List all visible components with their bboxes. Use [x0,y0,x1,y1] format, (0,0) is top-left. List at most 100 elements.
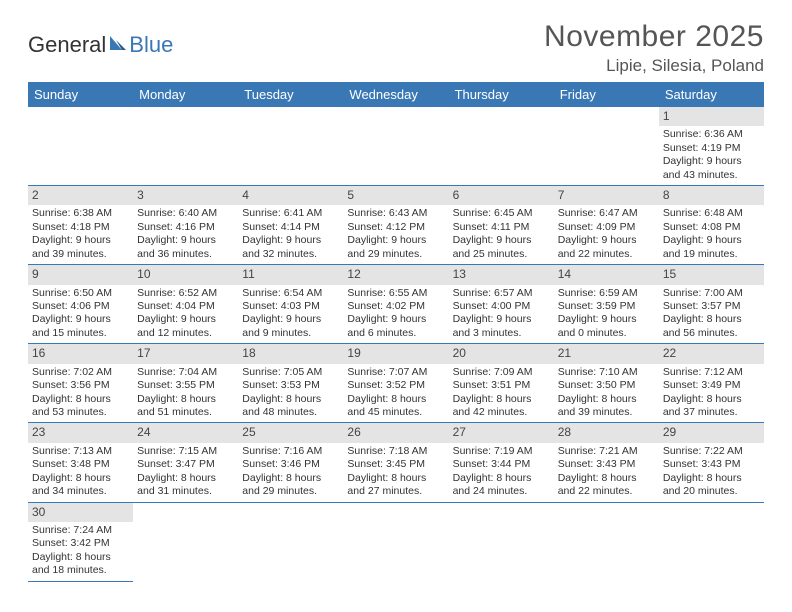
day-body: Sunrise: 6:52 AMSunset: 4:04 PMDaylight:… [133,286,238,344]
day-body: Sunrise: 7:05 AMSunset: 3:53 PMDaylight:… [238,365,343,423]
day-body: Sunrise: 7:04 AMSunset: 3:55 PMDaylight:… [133,365,238,423]
daylight-text: and 18 minutes. [32,564,129,577]
day-body: Sunrise: 6:38 AMSunset: 4:18 PMDaylight:… [28,206,133,264]
calendar-cell: 24Sunrise: 7:15 AMSunset: 3:47 PMDayligh… [133,423,238,502]
calendar-cell: 6Sunrise: 6:45 AMSunset: 4:11 PMDaylight… [449,186,554,265]
daylight-text: and 36 minutes. [137,248,234,261]
calendar-cell: 1Sunrise: 6:36 AMSunset: 4:19 PMDaylight… [659,107,764,186]
daylight-text: and 27 minutes. [347,485,444,498]
calendar-week-row: 23Sunrise: 7:13 AMSunset: 3:48 PMDayligh… [28,423,764,502]
calendar-cell: 5Sunrise: 6:43 AMSunset: 4:12 PMDaylight… [343,186,448,265]
day-body: Sunrise: 7:16 AMSunset: 3:46 PMDaylight:… [238,444,343,502]
daylight-text: Daylight: 8 hours [32,551,129,564]
day-body: Sunrise: 7:10 AMSunset: 3:50 PMDaylight:… [554,365,659,423]
day-number: 3 [133,186,238,205]
calendar-cell: 29Sunrise: 7:22 AMSunset: 3:43 PMDayligh… [659,423,764,502]
sunrise-text: Sunrise: 6:57 AM [453,287,550,300]
weekday-header: Monday [133,82,238,107]
sunset-text: Sunset: 4:14 PM [242,221,339,234]
daylight-text: and 29 minutes. [242,485,339,498]
sunset-text: Sunset: 4:11 PM [453,221,550,234]
daylight-text: and 22 minutes. [558,485,655,498]
calendar-cell [133,502,238,581]
sunset-text: Sunset: 3:56 PM [32,379,129,392]
calendar-week-row: 9Sunrise: 6:50 AMSunset: 4:06 PMDaylight… [28,265,764,344]
sunrise-text: Sunrise: 6:43 AM [347,207,444,220]
daylight-text: Daylight: 8 hours [453,393,550,406]
sail-icon [108,32,128,58]
day-body: Sunrise: 6:48 AMSunset: 4:08 PMDaylight:… [659,206,764,264]
weekday-header: Friday [554,82,659,107]
calendar-cell: 10Sunrise: 6:52 AMSunset: 4:04 PMDayligh… [133,265,238,344]
day-number: 27 [449,423,554,442]
daylight-text: and 0 minutes. [558,327,655,340]
calendar-cell: 12Sunrise: 6:55 AMSunset: 4:02 PMDayligh… [343,265,448,344]
calendar-cell [554,107,659,186]
sunrise-text: Sunrise: 7:00 AM [663,287,760,300]
day-body: Sunrise: 6:45 AMSunset: 4:11 PMDaylight:… [449,206,554,264]
day-body: Sunrise: 6:59 AMSunset: 3:59 PMDaylight:… [554,286,659,344]
sunset-text: Sunset: 3:59 PM [558,300,655,313]
month-title: November 2025 [544,20,764,54]
calendar-cell [449,107,554,186]
sunrise-text: Sunrise: 6:55 AM [347,287,444,300]
sunrise-text: Sunrise: 7:07 AM [347,366,444,379]
calendar-cell [28,107,133,186]
daylight-text: Daylight: 9 hours [453,313,550,326]
logo-text-2: Blue [129,32,173,58]
daylight-text: Daylight: 8 hours [137,393,234,406]
sunrise-text: Sunrise: 7:15 AM [137,445,234,458]
calendar-cell [238,107,343,186]
day-number: 21 [554,344,659,363]
daylight-text: and 31 minutes. [137,485,234,498]
weekday-header: Sunday [28,82,133,107]
daylight-text: and 25 minutes. [453,248,550,261]
daylight-text: and 37 minutes. [663,406,760,419]
calendar-cell [133,107,238,186]
sunrise-text: Sunrise: 7:24 AM [32,524,129,537]
calendar-cell: 25 Sunrise: 7:16 AMSunset: 3:46 PMDayligh… [238,423,343,502]
daylight-text: Daylight: 8 hours [137,472,234,485]
sunset-text: Sunset: 3:49 PM [663,379,760,392]
sunset-text: Sunset: 4:06 PM [32,300,129,313]
day-body: Sunrise: 6:50 AMSunset: 4:06 PMDaylight:… [28,286,133,344]
logo: General Blue [28,32,173,58]
calendar-cell: 17 Sunrise: 7:04 AMSunset: 3:55 PMDayligh… [133,344,238,423]
daylight-text: and 51 minutes. [137,406,234,419]
sunrise-text: Sunrise: 7:09 AM [453,366,550,379]
daylight-text: and 53 minutes. [32,406,129,419]
calendar-cell: 16Sunrise: 7:02 AMSunset: 3:56 PMDayligh… [28,344,133,423]
day-number: 20 [449,344,554,363]
day-body: Sunrise: 7:18 AMSunset: 3:45 PMDaylight:… [343,444,448,502]
daylight-text: Daylight: 9 hours [347,313,444,326]
sunrise-text: Sunrise: 6:45 AM [453,207,550,220]
daylight-text: Daylight: 9 hours [242,313,339,326]
daylight-text: Daylight: 8 hours [558,472,655,485]
sunrise-text: Sunrise: 6:47 AM [558,207,655,220]
daylight-text: Daylight: 9 hours [32,313,129,326]
calendar-week-row: 30Sunrise: 7:24 AMSunset: 3:42 PMDayligh… [28,502,764,581]
daylight-text: Daylight: 9 hours [137,234,234,247]
calendar-cell: 7Sunrise: 6:47 AMSunset: 4:09 PMDaylight… [554,186,659,265]
calendar-cell [659,502,764,581]
day-number: 17 [133,344,238,363]
day-number: 24 [133,423,238,442]
day-body: Sunrise: 6:41 AMSunset: 4:14 PMDaylight:… [238,206,343,264]
sunset-text: Sunset: 3:51 PM [453,379,550,392]
daylight-text: Daylight: 8 hours [663,393,760,406]
day-body: Sunrise: 6:54 AMSunset: 4:03 PMDaylight:… [238,286,343,344]
calendar-cell [449,502,554,581]
sunrise-text: Sunrise: 6:52 AM [137,287,234,300]
sunset-text: Sunset: 4:09 PM [558,221,655,234]
day-number: 25 [238,423,343,442]
day-number: 23 [28,423,133,442]
day-body: Sunrise: 7:02 AMSunset: 3:56 PMDaylight:… [28,365,133,423]
daylight-text: and 12 minutes. [137,327,234,340]
day-number: 1 [659,107,764,126]
day-number: 7 [554,186,659,205]
daylight-text: Daylight: 8 hours [663,472,760,485]
sunset-text: Sunset: 4:00 PM [453,300,550,313]
day-number: 26 [343,423,448,442]
daylight-text: Daylight: 9 hours [242,234,339,247]
calendar-week-row: 1Sunrise: 6:36 AMSunset: 4:19 PMDaylight… [28,107,764,186]
